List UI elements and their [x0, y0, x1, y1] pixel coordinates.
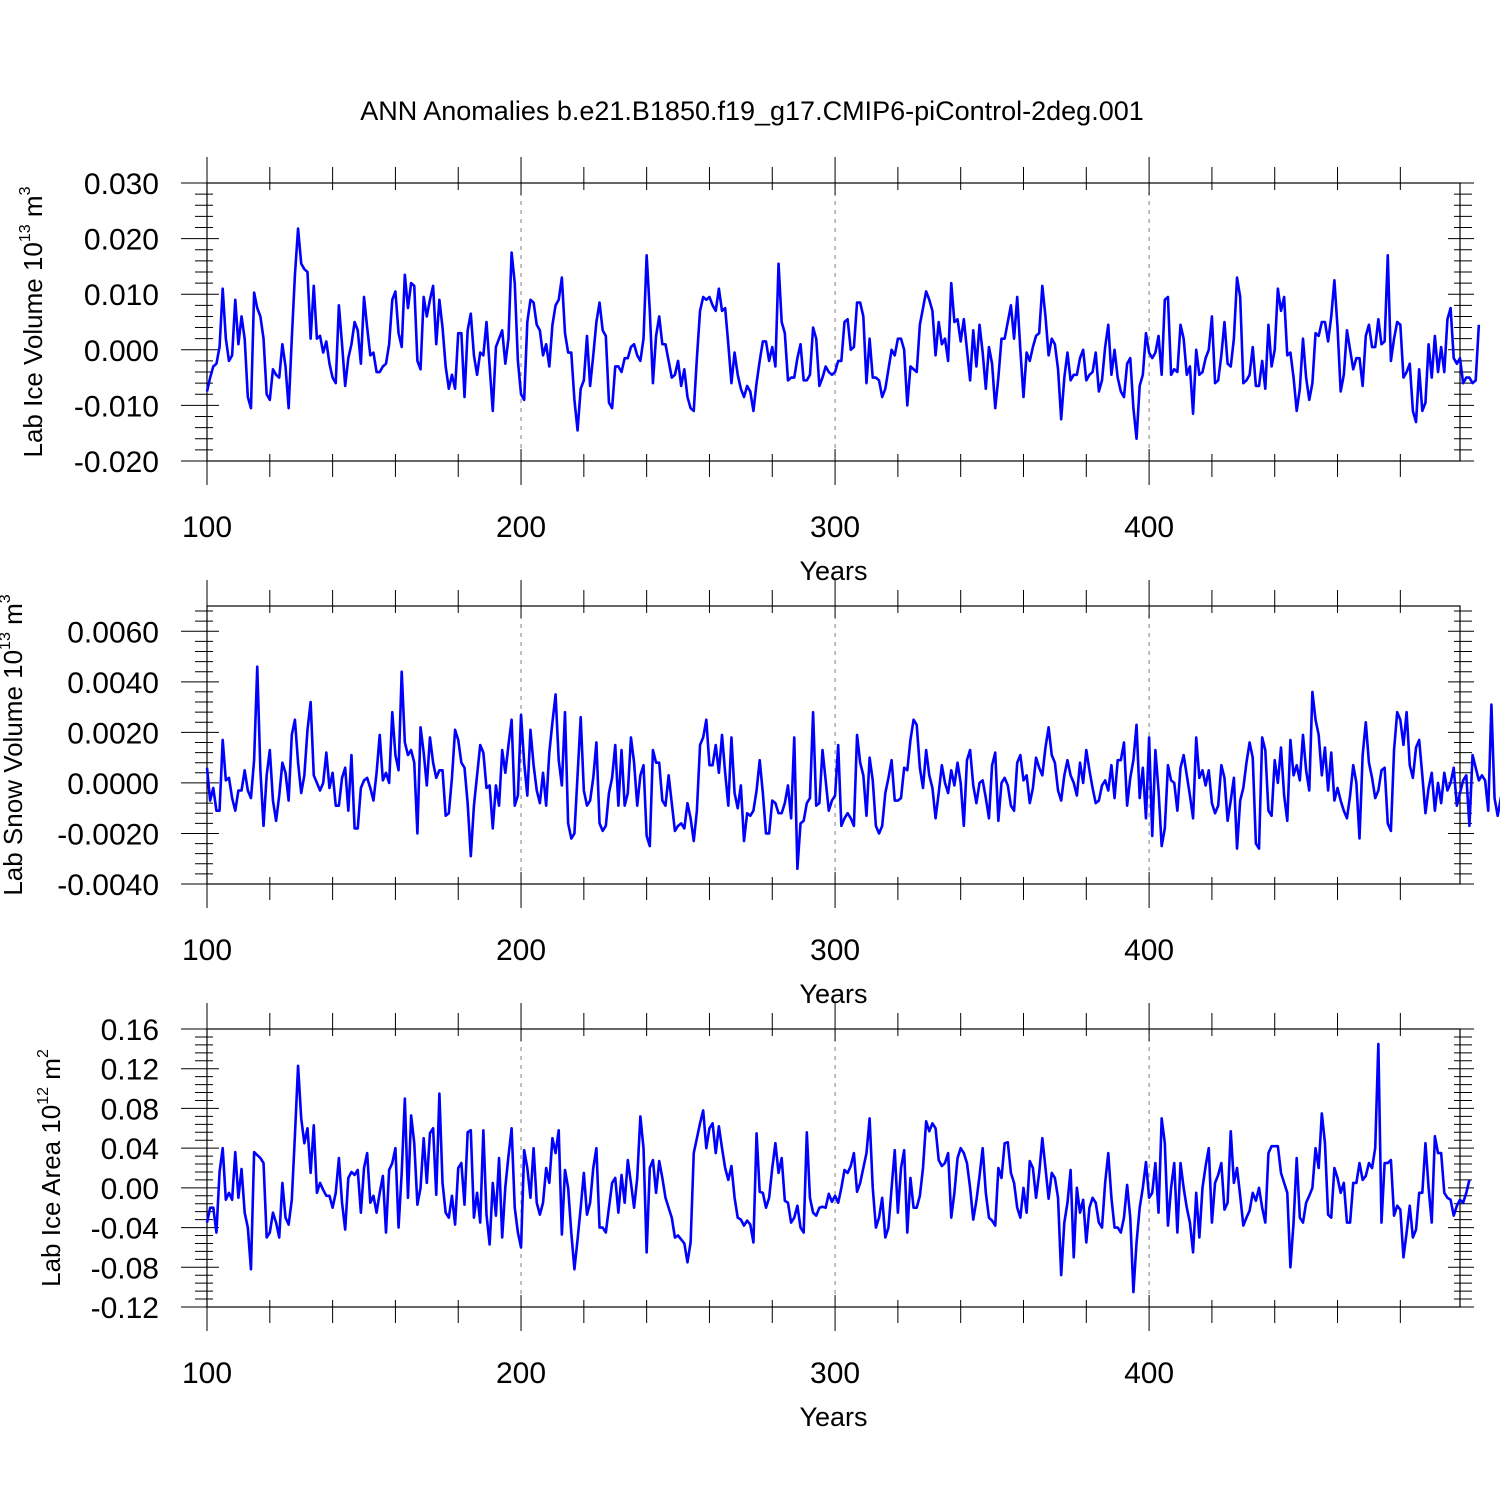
series-line	[205, 665, 1500, 871]
y-tick-label: -0.08	[91, 1252, 159, 1285]
figure-title: ANN Anomalies b.e21.B1850.f19_g17.CMIP6-…	[360, 96, 1144, 126]
series-line	[205, 1042, 1471, 1294]
y-tick-label: 0.030	[84, 168, 159, 201]
panel-lab-ice-area: -0.12 -0.08 -0.04 0.00 0.04 0.08 0.12 0.16 100 20…	[35, 1003, 1474, 1432]
x-tick-label: 300	[810, 934, 860, 967]
y-axis-label-unit-exponent: 3	[0, 594, 14, 603]
y-tick-label: 0.08	[101, 1093, 159, 1126]
y-tick-label: 0.0060	[67, 616, 159, 649]
y-tick-label: -0.04	[91, 1213, 159, 1246]
y-tick-label: -0.12	[91, 1292, 159, 1325]
y-tick-label: 0.020	[84, 224, 159, 257]
x-axis-label: Years	[799, 1402, 867, 1432]
plot-frame	[206, 605, 1461, 885]
y-axis-label-exponent: 13	[0, 632, 14, 650]
y-axis-label-text: Lab Ice Volume 10	[18, 242, 48, 457]
x-tick-label: 200	[496, 934, 546, 967]
y-tick-label: 0.16	[101, 1014, 159, 1047]
plot-frame	[206, 1028, 1461, 1308]
x-axis-label: Years	[799, 979, 867, 1009]
series-line	[205, 227, 1481, 441]
plot-frame	[206, 182, 1461, 462]
x-tick-label: 100	[182, 934, 232, 967]
panel-lab-snow-volume: -0.0040 -0.0020 0.0000 0.0020 0.0040 0.0060 10…	[0, 580, 1500, 1009]
y-tick-label: -0.0040	[57, 869, 159, 902]
x-tick-label: 100	[182, 1357, 232, 1390]
x-tick-label: 300	[810, 1357, 860, 1390]
y-tick-label: 0.0020	[67, 717, 159, 750]
y-axis-label-spacer	[18, 217, 48, 224]
y-axis-label-spacer	[36, 1080, 66, 1087]
y-tick-label: 0.0040	[67, 667, 159, 700]
y-axis-label-text: Lab Ice Area 10	[36, 1105, 66, 1287]
y-tick-label: -0.010	[74, 390, 159, 423]
y-tick-label: -0.0020	[57, 818, 159, 851]
x-tick-label: 100	[182, 511, 232, 544]
y-tick-label: 0.010	[84, 279, 159, 312]
y-axis-label-unit-exponent: 3	[17, 186, 34, 195]
y-axis-label-exponent: 12	[35, 1087, 52, 1105]
y-tick-label: 0.000	[84, 335, 159, 368]
x-tick-label: 200	[496, 511, 546, 544]
x-tick-label: 300	[810, 511, 860, 544]
y-axis-label: Lab Ice Area 1012 m2	[35, 1049, 66, 1287]
x-tick-label: 400	[1124, 934, 1174, 967]
y-axis-label-spacer	[0, 625, 28, 632]
y-axis-label-text: Lab Snow Volume 10	[0, 650, 28, 896]
y-tick-label: 0.0000	[67, 768, 159, 801]
x-tick-label: 200	[496, 1357, 546, 1390]
y-axis-label-exponent: 13	[17, 224, 34, 242]
y-axis-label-unit-exponent: 2	[35, 1049, 52, 1058]
y-axis-label-unit: m	[0, 603, 28, 625]
y-axis-label: Lab Snow Volume 1013 m3	[0, 594, 28, 895]
y-axis-label-unit: m	[36, 1058, 66, 1080]
y-tick-label: 0.00	[101, 1173, 159, 1206]
y-tick-label: 0.04	[101, 1133, 159, 1166]
panel-lab-ice-volume: -0.020 -0.010 0.000 0.010 0.020 0.030 100 200 30…	[17, 157, 1481, 586]
y-tick-label: 0.12	[101, 1054, 159, 1087]
x-axis-label: Years	[799, 556, 867, 586]
x-tick-label: 400	[1124, 1357, 1174, 1390]
y-axis-label-unit: m	[18, 195, 48, 217]
x-tick-label: 400	[1124, 511, 1174, 544]
y-axis-label: Lab Ice Volume 1013 m3	[17, 186, 48, 457]
y-tick-label: -0.020	[74, 446, 159, 479]
